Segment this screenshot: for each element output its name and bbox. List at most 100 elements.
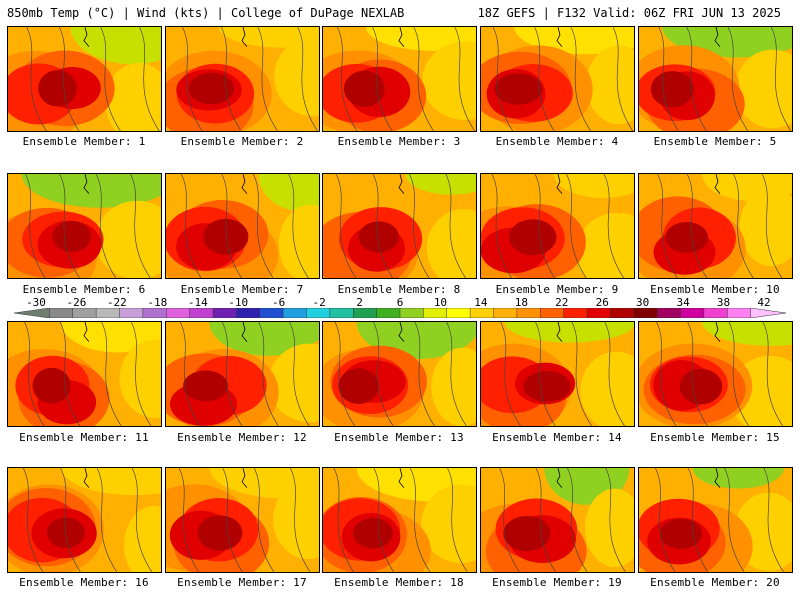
colorbar-swatch [469, 308, 495, 318]
ensemble-map-4[interactable] [480, 26, 635, 132]
member-caption-17: Ensemble Member: 17 [177, 576, 307, 589]
colorbar-tick-label: -22 [106, 296, 127, 309]
member-caption-1: Ensemble Member: 1 [22, 135, 146, 148]
ensemble-map-8[interactable] [322, 173, 477, 279]
member-caption-7: Ensemble Member: 7 [180, 283, 304, 296]
colorbar-tick-label: -18 [147, 296, 168, 309]
ensemble-map-16[interactable] [7, 467, 162, 573]
colorbar-swatch [72, 308, 97, 318]
temperature-field [481, 174, 634, 278]
temperature-colorbar [14, 308, 786, 318]
temperature-field [323, 322, 476, 426]
ensemble-map-6[interactable] [7, 173, 162, 279]
temperature-field [639, 174, 792, 278]
temperature-field [166, 174, 319, 278]
ensemble-map-9[interactable] [480, 173, 635, 279]
colorbar-swatch [516, 308, 541, 318]
colorbar-swatch [446, 308, 471, 318]
ensemble-map-18[interactable] [322, 467, 477, 573]
member-caption-6: Ensemble Member: 6 [22, 283, 146, 296]
member-caption-9: Ensemble Member: 9 [495, 283, 619, 296]
colorbar-swatch [703, 308, 728, 318]
temperature-field [323, 27, 476, 131]
colorbar-tick-labels: -30 -26 -22 -18 -14 -10 -6 -2 2 6 10 14 18 22 26 30 34 38… [0, 296, 800, 309]
member-caption-11: Ensemble Member: 11 [19, 431, 149, 444]
ensemble-map-20[interactable] [638, 467, 793, 573]
colorbar-swatch [142, 308, 167, 318]
ensemble-map-3[interactable] [322, 26, 477, 132]
ensemble-map-7[interactable] [165, 173, 320, 279]
colorbar-tick-label: 22 [555, 296, 569, 309]
colorbar-swatch [236, 308, 261, 318]
member-caption-14: Ensemble Member: 14 [492, 431, 622, 444]
map-title: 850mb Temp (°C) | Wind (kts) | College o… [7, 6, 405, 20]
colorbar-swatch [282, 308, 308, 318]
colorbar-tick-label: 38 [716, 296, 731, 309]
colorbar-tick-label: -14 [187, 296, 208, 309]
ensemble-map-13[interactable] [322, 321, 477, 427]
colorbar-swatch [493, 308, 518, 318]
member-caption-20: Ensemble Member: 20 [650, 576, 780, 589]
ensemble-map-15[interactable] [638, 321, 793, 427]
colorbar-tick-label: -6 [272, 296, 286, 309]
colorbar-swatch [680, 308, 705, 318]
colorbar-swatch [563, 308, 588, 318]
colorbar-swatch [353, 308, 378, 318]
member-caption-16: Ensemble Member: 16 [19, 576, 149, 589]
temperature-field [8, 322, 161, 426]
ensemble-map-5[interactable] [638, 26, 793, 132]
colorbar-tick-label: 30 [636, 296, 650, 309]
temperature-field [639, 468, 792, 572]
ensemble-map-14[interactable] [480, 321, 635, 427]
colorbar-swatch [727, 308, 752, 318]
ensemble-map-2[interactable] [165, 26, 320, 132]
colorbar-tick-label: 42 [757, 296, 771, 309]
colorbar-tick-label: 34 [676, 296, 690, 309]
colorbar-tick-label: 18 [514, 296, 528, 309]
member-caption-2: Ensemble Member: 2 [180, 135, 304, 148]
colorbar-swatch [95, 308, 121, 318]
colorbar-swatch [212, 308, 238, 318]
colorbar-swatch [49, 308, 74, 318]
temperature-field [481, 27, 634, 131]
ensemble-map-12[interactable] [165, 321, 320, 427]
ensemble-map-10[interactable] [638, 173, 793, 279]
temperature-field [166, 322, 319, 426]
member-caption-5: Ensemble Member: 5 [653, 135, 777, 148]
member-caption-19: Ensemble Member: 19 [492, 576, 622, 589]
colorbar-tick-label: 26 [595, 296, 609, 309]
member-caption-12: Ensemble Member: 12 [177, 431, 307, 444]
temperature-field [481, 322, 634, 426]
colorbar-tick-label: 6 [396, 296, 404, 309]
temperature-field [8, 174, 161, 278]
member-caption-10: Ensemble Member: 10 [650, 283, 780, 296]
colorbar-swatch [423, 308, 448, 318]
member-caption-13: Ensemble Member: 13 [334, 431, 464, 444]
colorbar-tick-label: 2 [356, 296, 363, 309]
colorbar-swatch [189, 308, 214, 318]
colorbar-swatch [119, 308, 144, 318]
temperature-field [481, 468, 634, 572]
ensemble-map-17[interactable] [165, 467, 320, 573]
colorbar-tick-label: -26 [66, 296, 87, 309]
colorbar-tick-label: -2 [312, 296, 326, 309]
ensemble-map-19[interactable] [480, 467, 635, 573]
colorbar-swatch [14, 308, 50, 318]
colorbar-tick-label: 14 [474, 296, 488, 309]
temperature-field [639, 322, 792, 426]
ensemble-map-11[interactable] [7, 321, 162, 427]
member-caption-4: Ensemble Member: 4 [495, 135, 619, 148]
temperature-field [166, 468, 319, 572]
colorbar-swatch [376, 308, 401, 318]
member-caption-8: Ensemble Member: 8 [337, 283, 461, 296]
colorbar-swatch [586, 308, 612, 318]
colorbar-swatch [306, 308, 331, 318]
run-valid-time: 18Z GEFS | F132 Valid: 06Z FRI JUN 13 20… [477, 6, 781, 20]
colorbar-tick-label: 10 [433, 296, 448, 309]
temperature-field [8, 468, 161, 572]
member-caption-15: Ensemble Member: 15 [650, 431, 780, 444]
temperature-field [166, 27, 319, 131]
ensemble-map-1[interactable] [7, 26, 162, 132]
colorbar-swatch [656, 308, 682, 318]
colorbar-swatch [633, 308, 658, 318]
